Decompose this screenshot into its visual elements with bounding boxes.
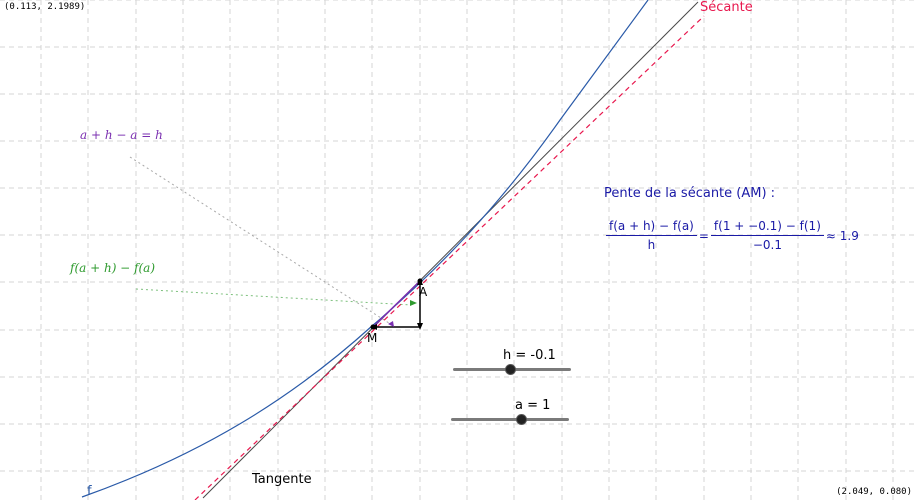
- fraction-numerator: f(a + h) − f(a): [606, 219, 697, 236]
- tangent-line[interactable]: [202, 1, 699, 499]
- fraction-denominator: h: [647, 238, 656, 252]
- slider-a-knob[interactable]: [515, 414, 527, 425]
- view-corner-top-left: (0.113, 2.1989): [4, 2, 86, 12]
- slider-h-knob[interactable]: [504, 364, 516, 375]
- slope-triangle: [370, 278, 423, 330]
- f-annotation: f(a + h) − f(a): [70, 261, 156, 275]
- h-annotation-leader: [129, 156, 393, 326]
- secant-label[interactable]: Sécante: [700, 0, 753, 15]
- fraction-denominator: −0.1: [752, 238, 782, 252]
- point-m-label[interactable]: M: [367, 331, 378, 345]
- secant-line[interactable]: [194, 15, 705, 500]
- curve-f[interactable]: [81, 0, 649, 498]
- slope-formula: f(a + h) − f(a) h = f(1 + −0.1) − f(1) −…: [604, 219, 859, 252]
- slider-h-label: h = -0.1: [503, 348, 556, 363]
- fraction-numerator: f(1 + −0.1) − f(1): [710, 219, 824, 236]
- slider-a-label: a = 1: [515, 398, 551, 413]
- equals-sign: =: [698, 228, 709, 243]
- slope-fraction-numeric: f(1 + −0.1) − f(1) −0.1: [710, 219, 824, 252]
- slope-approx-value: ≈ 1.9: [825, 228, 859, 243]
- f-annotation-leader: [135, 288, 412, 306]
- point-a-label[interactable]: A: [419, 285, 428, 299]
- point-m[interactable]: [370, 324, 376, 330]
- tangent-label[interactable]: Tangente: [252, 472, 312, 487]
- slider-a[interactable]: [451, 413, 569, 427]
- slope-fraction-general: f(a + h) − f(a) h: [606, 219, 697, 252]
- curve-f-label[interactable]: f: [87, 484, 92, 499]
- slope-panel-title: Pente de la sécante (AM) :: [604, 186, 776, 201]
- view-corner-bottom-right: (2.049, 0.080): [836, 487, 912, 497]
- slider-h[interactable]: [453, 363, 571, 377]
- h-annotation: a + h − a = h: [80, 128, 163, 142]
- slider-track[interactable]: [451, 418, 569, 421]
- point-a[interactable]: [417, 278, 423, 284]
